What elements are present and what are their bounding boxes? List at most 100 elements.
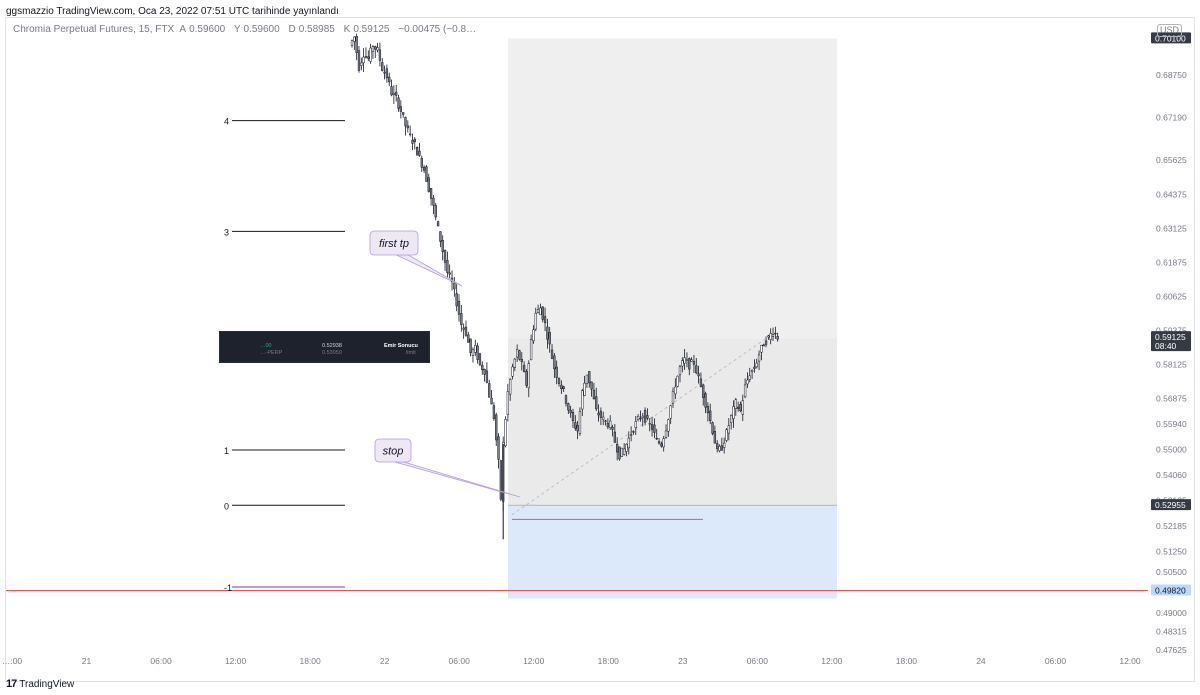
candle-body xyxy=(569,409,572,414)
candle-body xyxy=(755,362,758,368)
candle-body xyxy=(574,422,577,429)
candle-body xyxy=(364,56,368,58)
candle-body xyxy=(488,383,491,398)
candle-body xyxy=(697,373,700,377)
candle-body xyxy=(455,293,458,307)
candle-body xyxy=(753,366,756,369)
candle-body xyxy=(667,419,670,432)
candle-body xyxy=(529,339,533,361)
order-symbol-label: …-PERP xyxy=(260,350,283,356)
stop-callout: stop xyxy=(374,438,521,498)
x-tick-label: 18:00 xyxy=(299,656,321,666)
price-tag-label: 0.49820 xyxy=(1155,585,1186,595)
y-tick-label: 0.50500 xyxy=(1156,567,1187,577)
candle-body xyxy=(478,353,482,365)
candle-body xyxy=(771,334,775,337)
candle-body xyxy=(716,443,719,449)
candle-body xyxy=(567,403,570,411)
candle-body xyxy=(418,150,421,156)
candle-body xyxy=(436,221,440,227)
symbol-legend: Chromia Perpetual Futures, 15, FTX A 0.59… xyxy=(13,24,479,35)
candle-body xyxy=(757,354,761,362)
candle-body xyxy=(590,381,593,390)
candle-body xyxy=(453,282,456,290)
candle-body xyxy=(476,345,479,360)
x-tick-label: 12:00 xyxy=(1119,656,1141,666)
candle-body xyxy=(462,327,465,330)
candle-body xyxy=(422,166,426,171)
candle-body xyxy=(671,391,675,404)
candle-body xyxy=(602,416,605,420)
candle-body xyxy=(718,446,721,452)
candle-body xyxy=(499,460,503,500)
candle-body xyxy=(506,391,509,415)
candle-body xyxy=(371,46,375,52)
candle-body xyxy=(734,399,737,409)
candle-body xyxy=(688,358,691,370)
x-tick-label: 12:00 xyxy=(523,656,545,666)
candle-body xyxy=(664,430,668,438)
candle-body xyxy=(557,378,561,384)
callout-text: stop xyxy=(383,446,404,458)
callout-text: first tp xyxy=(379,238,409,250)
candle-body xyxy=(492,405,496,419)
candle-body xyxy=(769,333,772,340)
candle-body xyxy=(613,431,616,443)
candle-body xyxy=(485,370,489,383)
candle-body xyxy=(578,411,582,434)
candle-body xyxy=(750,369,754,372)
candle-body xyxy=(402,112,405,115)
candle-body xyxy=(474,345,477,353)
first-tp-callout: first tp xyxy=(369,230,463,287)
candle-body xyxy=(464,326,468,336)
price-tag-label: 0.70100 xyxy=(1155,33,1186,43)
candle-body xyxy=(592,389,596,400)
legend-close: K 0.59125 xyxy=(343,24,390,35)
candle-body xyxy=(562,386,565,389)
x-tick-label: 24 xyxy=(976,656,986,666)
legend-change: −0.00475 (−0.8… xyxy=(398,24,477,35)
candle-body xyxy=(527,363,530,389)
candle-body xyxy=(736,406,740,409)
y-tick-label: 0.67190 xyxy=(1156,113,1187,123)
candle-body xyxy=(620,447,623,457)
candle-body xyxy=(746,379,749,385)
candle-body xyxy=(632,431,635,433)
candle-body xyxy=(674,386,677,395)
candle-body xyxy=(678,366,682,376)
candle-body xyxy=(646,415,649,419)
y-tick-label: 0.58125 xyxy=(1156,359,1187,369)
candle-body xyxy=(548,332,551,345)
candle-body xyxy=(553,355,556,370)
currency-badge[interactable]: USD xyxy=(1157,24,1183,37)
y-tick-label: 0.55000 xyxy=(1156,444,1187,454)
legend-symbol: Chromia Perpetual Futures, 15, FTX xyxy=(13,24,175,35)
candle-body xyxy=(369,47,372,62)
candle-body xyxy=(669,405,672,419)
candle-body xyxy=(585,374,589,384)
candle-body xyxy=(504,419,507,447)
candle-body xyxy=(641,415,644,418)
candle-body xyxy=(518,350,521,360)
candle-body xyxy=(425,166,428,182)
publish-info: ggsmazzio TradingView.com, Oca 23, 2022 … xyxy=(6,6,339,17)
fib-level-label: -1 xyxy=(224,583,232,593)
candle-body xyxy=(541,306,544,320)
candle-body xyxy=(588,371,591,384)
candle-body xyxy=(536,309,540,313)
tradingview-logo-icon: 17 xyxy=(6,678,17,690)
y-tick-label: 0.55940 xyxy=(1156,419,1187,429)
candle-body xyxy=(611,426,614,430)
y-tick-label: 0.52185 xyxy=(1156,521,1187,531)
candle-body xyxy=(764,340,768,345)
candle-body xyxy=(404,117,407,127)
price-tag-label: 0.59125 xyxy=(1155,332,1186,342)
candle-body xyxy=(429,188,433,199)
fib-level-label: 3 xyxy=(224,227,229,237)
candle-body xyxy=(660,443,663,447)
price-tag-countdown: 08:40 xyxy=(1155,341,1177,351)
x-tick-label: 23 xyxy=(678,656,688,666)
y-tick-label: 0.56875 xyxy=(1156,393,1187,403)
x-tick-label: 06:00 xyxy=(150,656,172,666)
